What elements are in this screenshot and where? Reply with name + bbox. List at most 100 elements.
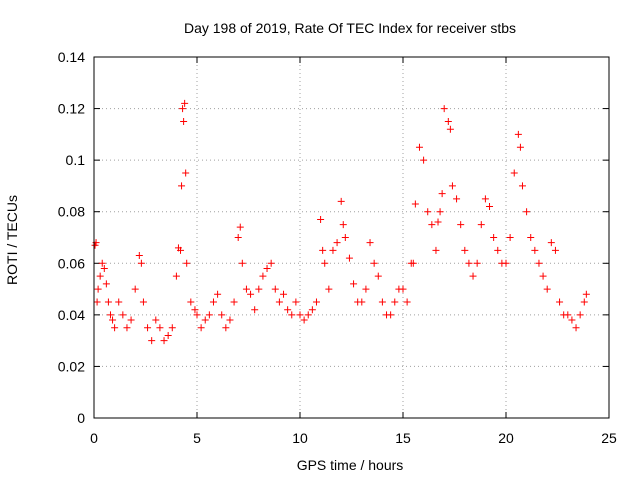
y-tick-label: 0.08 xyxy=(58,204,85,220)
data-point xyxy=(436,208,444,216)
data-point xyxy=(177,246,185,254)
data-point xyxy=(308,306,316,314)
x-axis-label: GPS time / hours xyxy=(297,457,404,473)
data-point xyxy=(424,208,432,216)
data-point xyxy=(440,105,448,113)
data-point xyxy=(164,331,172,339)
data-points xyxy=(91,99,590,345)
data-point xyxy=(179,105,187,113)
data-point xyxy=(209,298,217,306)
data-point xyxy=(181,99,189,107)
data-point xyxy=(453,195,461,203)
data-point xyxy=(304,311,312,319)
data-point xyxy=(109,316,117,324)
y-tick-label: 0 xyxy=(77,410,85,426)
data-point xyxy=(415,143,423,151)
data-point xyxy=(516,143,524,151)
data-point xyxy=(518,182,526,190)
x-tick-label: 15 xyxy=(395,430,411,446)
data-point xyxy=(461,246,469,254)
x-tick-labels: 0 5 10 15 20 25 xyxy=(90,430,617,446)
data-point xyxy=(296,311,304,319)
data-point xyxy=(115,298,123,306)
data-point xyxy=(300,316,308,324)
data-point xyxy=(259,272,267,280)
data-point xyxy=(564,311,572,319)
data-point xyxy=(374,272,382,280)
data-point xyxy=(339,221,347,229)
data-point xyxy=(222,324,230,332)
y-tick-labels: 0 0.02 0.04 0.06 0.08 0.1 0.12 0.14 xyxy=(58,49,85,426)
data-point xyxy=(580,298,588,306)
data-point xyxy=(366,239,374,247)
data-point xyxy=(362,285,370,293)
data-point xyxy=(333,239,341,247)
data-point xyxy=(358,298,366,306)
data-point xyxy=(230,298,238,306)
data-point xyxy=(263,264,271,272)
data-point xyxy=(100,264,108,272)
data-point xyxy=(275,298,283,306)
data-point xyxy=(506,234,514,241)
y-tick-label: 0.14 xyxy=(58,49,85,65)
data-point xyxy=(350,280,358,288)
data-point xyxy=(127,316,135,324)
data-point xyxy=(465,259,473,267)
x-tick-label: 0 xyxy=(90,430,98,446)
data-point xyxy=(438,190,446,198)
data-point xyxy=(319,246,327,254)
y-tick-label: 0.02 xyxy=(58,358,85,374)
data-point xyxy=(271,285,279,293)
data-point xyxy=(329,246,337,254)
data-point xyxy=(106,311,114,319)
data-point xyxy=(582,290,590,298)
data-point xyxy=(111,324,119,332)
data-point xyxy=(457,221,465,229)
data-point xyxy=(98,259,106,267)
data-point xyxy=(187,298,195,306)
data-point xyxy=(93,298,101,306)
data-point xyxy=(137,259,145,267)
data-point xyxy=(481,195,489,203)
data-point xyxy=(292,298,300,306)
y-tick-label: 0.04 xyxy=(58,307,85,323)
data-point xyxy=(191,306,199,314)
data-point xyxy=(168,324,176,332)
data-point xyxy=(409,259,417,267)
series-stbs xyxy=(91,99,590,345)
data-point xyxy=(148,337,156,345)
data-point xyxy=(205,311,213,319)
data-point xyxy=(180,117,188,125)
data-point xyxy=(469,272,477,280)
data-point xyxy=(531,246,539,254)
data-point xyxy=(391,298,399,306)
x-tick-label: 20 xyxy=(498,430,514,446)
data-point xyxy=(345,254,353,262)
data-point xyxy=(182,169,190,177)
x-tick-label: 25 xyxy=(601,430,617,446)
data-point xyxy=(434,218,442,226)
data-point xyxy=(102,280,110,288)
data-point xyxy=(403,298,411,306)
data-point xyxy=(535,259,543,267)
data-point xyxy=(568,316,576,324)
data-point xyxy=(321,259,329,267)
data-point xyxy=(123,324,131,332)
data-point xyxy=(94,285,102,293)
data-point xyxy=(494,246,502,254)
data-point xyxy=(502,259,510,267)
data-point xyxy=(197,324,205,332)
data-point xyxy=(547,239,555,247)
data-point xyxy=(238,259,246,267)
data-point xyxy=(370,259,378,267)
data-point xyxy=(267,259,275,267)
plot-frame xyxy=(93,56,610,419)
x-tick-label: 5 xyxy=(193,430,201,446)
data-point xyxy=(477,221,485,229)
data-point xyxy=(556,298,564,306)
data-point xyxy=(420,156,428,164)
data-point xyxy=(183,259,191,267)
data-point xyxy=(510,169,518,177)
data-point xyxy=(539,272,547,280)
